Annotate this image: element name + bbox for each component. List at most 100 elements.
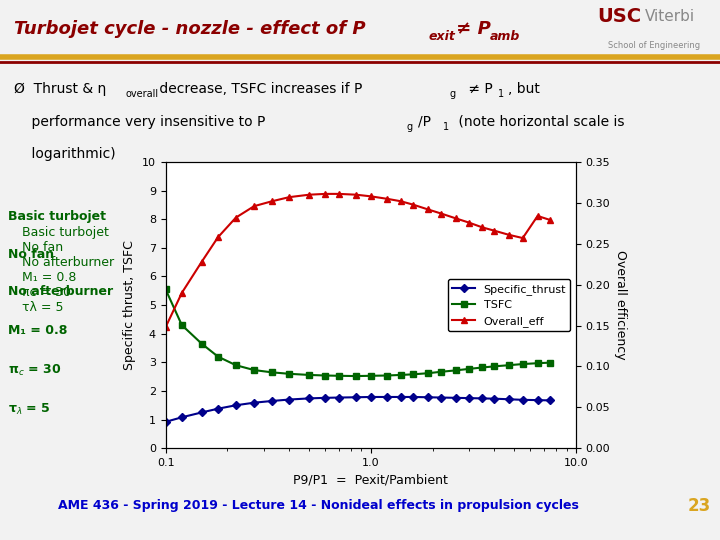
Overall_eff	[505, 232, 513, 238]
TSFC	[197, 341, 206, 347]
Text: No afterburner: No afterburner	[8, 285, 113, 298]
Overall_eff	[437, 210, 446, 217]
Specific_thrust	[232, 402, 240, 408]
TSFC	[534, 360, 542, 367]
TSFC	[305, 372, 313, 378]
Text: Turbojet cycle - nozzle - effect of P: Turbojet cycle - nozzle - effect of P	[14, 20, 366, 38]
Overall_eff	[518, 235, 527, 241]
TSFC	[478, 364, 487, 371]
Text: performance very insensitive to P: performance very insensitive to P	[14, 115, 266, 129]
Text: USC: USC	[598, 6, 642, 26]
Overall_eff	[268, 198, 276, 205]
TSFC	[335, 373, 343, 379]
TSFC	[321, 372, 330, 379]
Line: Specific_thrust: Specific_thrust	[163, 394, 553, 424]
Specific_thrust	[305, 395, 313, 402]
Line: TSFC: TSFC	[163, 287, 553, 379]
Text: exit: exit	[428, 30, 455, 43]
Text: Viterbi: Viterbi	[644, 9, 695, 24]
Text: Ø  Thrust & η: Ø Thrust & η	[14, 82, 107, 96]
TSFC	[352, 373, 361, 379]
TSFC	[423, 370, 432, 376]
Legend: Specific_thrust, TSFC, Overall_eff: Specific_thrust, TSFC, Overall_eff	[448, 279, 570, 331]
Overall_eff	[451, 215, 460, 221]
Text: 1: 1	[443, 122, 449, 132]
Overall_eff	[546, 217, 554, 224]
TSFC	[518, 361, 527, 367]
X-axis label: P9/P1  =  Pexit/Pambient: P9/P1 = Pexit/Pambient	[293, 474, 449, 487]
Overall_eff	[197, 259, 206, 265]
Overall_eff	[408, 201, 417, 208]
Text: overall: overall	[126, 89, 159, 99]
TSFC	[250, 367, 258, 373]
Text: AME 436 - Spring 2019 - Lecture 14 - Nonideal effects in propulsion cycles: AME 436 - Spring 2019 - Lecture 14 - Non…	[58, 500, 578, 512]
Text: /P: /P	[418, 115, 431, 129]
Text: g: g	[450, 89, 456, 99]
Overall_eff	[335, 191, 343, 197]
Text: (note horizontal scale is: (note horizontal scale is	[454, 115, 624, 129]
Overall_eff	[214, 234, 222, 240]
Specific_thrust	[478, 395, 487, 402]
Specific_thrust	[285, 396, 294, 403]
Text: ≠ P: ≠ P	[450, 20, 491, 38]
Specific_thrust	[546, 397, 554, 403]
Specific_thrust	[161, 418, 170, 425]
Specific_thrust	[464, 395, 473, 401]
Overall_eff	[534, 213, 542, 219]
Overall_eff	[321, 191, 330, 197]
Specific_thrust	[250, 400, 258, 406]
Text: , but: , but	[508, 82, 539, 96]
Specific_thrust	[505, 396, 513, 402]
Specific_thrust	[518, 396, 527, 403]
Text: logarithmic): logarithmic)	[14, 147, 116, 161]
Overall_eff	[232, 214, 240, 221]
Specific_thrust	[268, 398, 276, 404]
Y-axis label: Specific thrust, TSFC: Specific thrust, TSFC	[123, 240, 136, 370]
Specific_thrust	[437, 394, 446, 401]
TSFC	[268, 369, 276, 376]
Overall_eff	[383, 195, 392, 202]
TSFC	[285, 370, 294, 377]
Overall_eff	[366, 193, 375, 200]
Overall_eff	[423, 206, 432, 213]
Specific_thrust	[534, 397, 542, 403]
Line: Overall_eff: Overall_eff	[163, 191, 553, 330]
Specific_thrust	[352, 394, 361, 401]
Specific_thrust	[408, 394, 417, 400]
Text: Basic turbojet
No fan
No afterburner
M₁ = 0.8
πᴄ = 30
τλ = 5: Basic turbojet No fan No afterburner M₁ …	[22, 226, 114, 314]
Overall_eff	[490, 227, 499, 234]
Specific_thrust	[423, 394, 432, 401]
Text: ≠ P: ≠ P	[464, 82, 493, 96]
Specific_thrust	[366, 394, 375, 400]
TSFC	[408, 371, 417, 377]
Text: g: g	[407, 122, 413, 132]
Text: π$_c$ = 30: π$_c$ = 30	[8, 363, 61, 378]
Text: amb: amb	[490, 30, 520, 43]
Text: Basic turbojet: Basic turbojet	[8, 210, 106, 222]
Text: No fan: No fan	[8, 248, 54, 261]
Overall_eff	[397, 198, 405, 205]
Overall_eff	[161, 324, 170, 330]
Specific_thrust	[490, 395, 499, 402]
Specific_thrust	[397, 394, 405, 400]
TSFC	[437, 368, 446, 375]
Overall_eff	[285, 194, 294, 200]
Specific_thrust	[383, 394, 392, 400]
Overall_eff	[178, 289, 186, 296]
TSFC	[366, 373, 375, 379]
Overall_eff	[305, 192, 313, 198]
Specific_thrust	[451, 395, 460, 401]
TSFC	[232, 362, 240, 368]
Text: 23: 23	[688, 497, 711, 515]
TSFC	[490, 363, 499, 369]
TSFC	[464, 366, 473, 372]
TSFC	[214, 353, 222, 360]
Specific_thrust	[197, 409, 206, 416]
TSFC	[383, 372, 392, 379]
Overall_eff	[250, 203, 258, 210]
Overall_eff	[352, 192, 361, 198]
Text: M₁ = 0.8: M₁ = 0.8	[8, 324, 67, 337]
Specific_thrust	[214, 406, 222, 412]
Text: 1: 1	[498, 89, 505, 99]
TSFC	[178, 322, 186, 328]
